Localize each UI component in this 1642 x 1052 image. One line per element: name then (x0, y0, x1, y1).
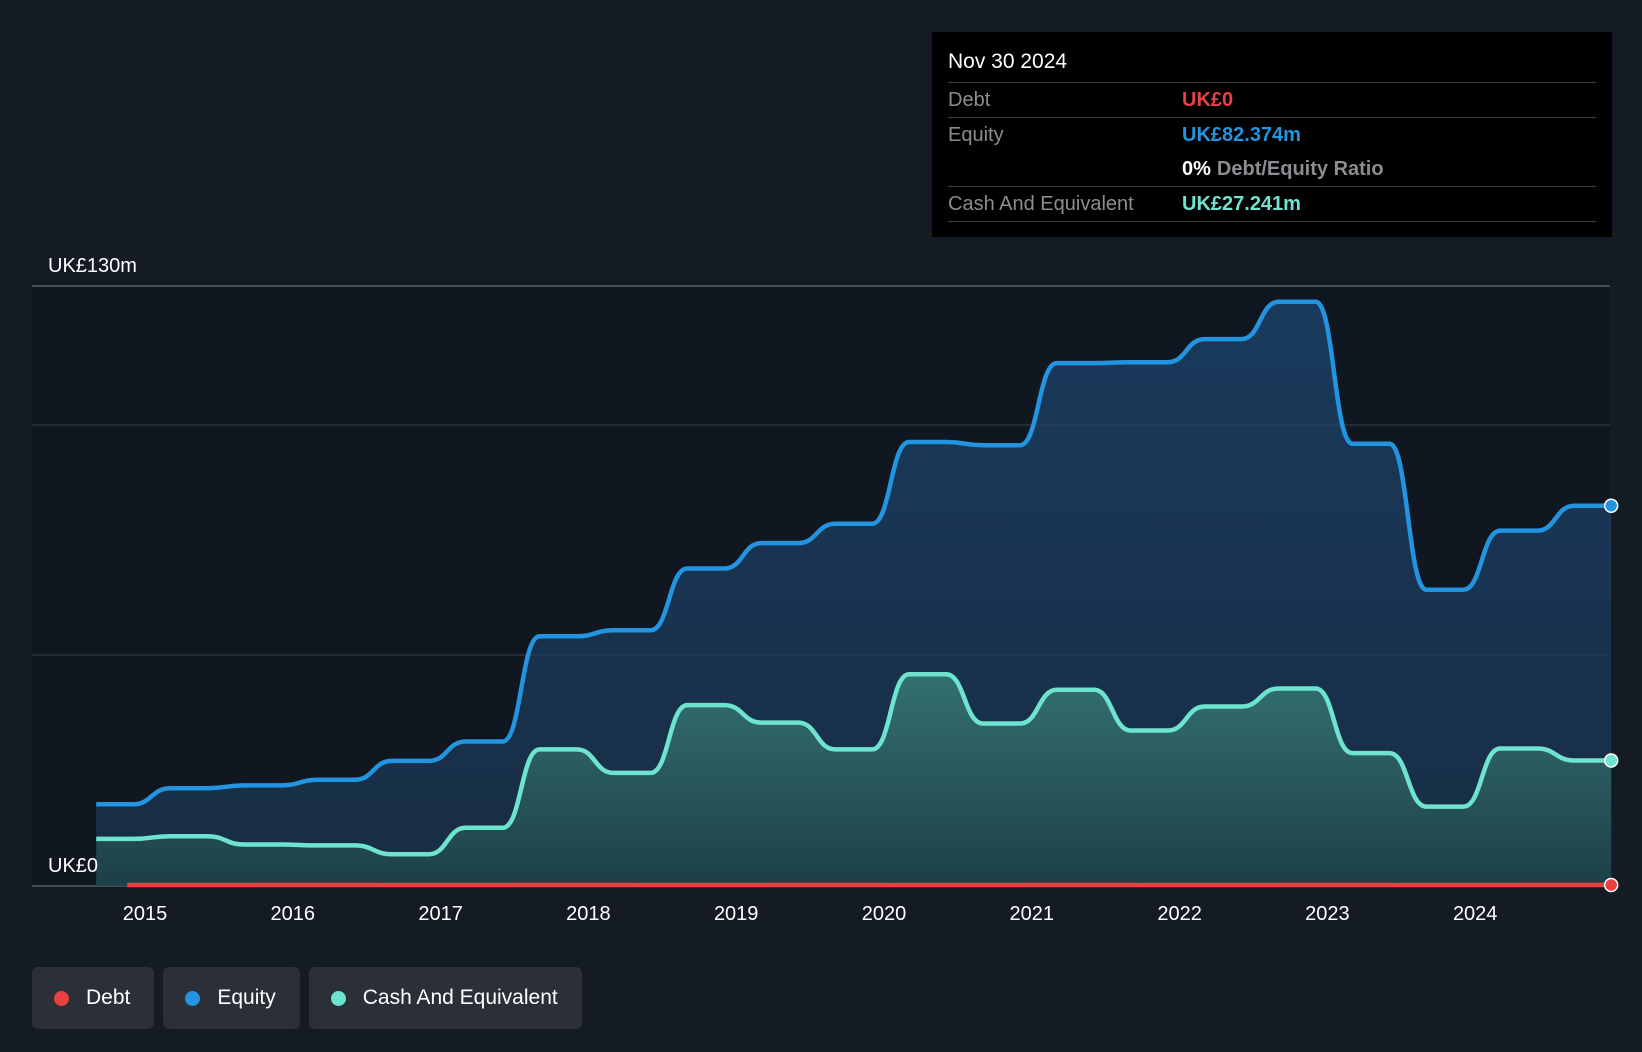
debt-endpoint (1603, 877, 1619, 893)
tooltip-cash-value: UK£27.241m (1182, 193, 1301, 215)
x-tick-label: 2021 (1010, 903, 1055, 925)
equity-line (96, 299, 1612, 807)
tooltip-cash-row: Cash And Equivalent UK£27.241m (948, 186, 1596, 222)
tooltip-ratio-label: Debt/Equity Ratio (1216, 158, 1384, 180)
x-tick-label: 2024 (1453, 903, 1498, 925)
cash-dot-icon (330, 990, 346, 1006)
x-tick-label: 2017 (418, 903, 463, 925)
x-tick-label: 2018 (566, 903, 611, 925)
tooltip: Nov 30 2024 Debt UK£0 Equity UK£82.374m … (932, 32, 1612, 237)
tooltip-equity-label: Equity (948, 124, 1004, 146)
legend-label-equity: Equity (217, 986, 276, 1009)
tooltip-debt-row: Debt UK£0 (948, 82, 1596, 117)
series-areas (96, 301, 1612, 886)
cash-area (96, 674, 1612, 886)
legend-label-cash: Cash And Equivalent (362, 986, 558, 1009)
legend-label-debt: Debt (86, 986, 131, 1009)
tooltip-ratio-value: 0% (1182, 158, 1211, 180)
series-endpoints (1603, 498, 1619, 893)
y-tick-label: UK£0 (48, 855, 98, 877)
tooltip-debt-value: UK£0 (1182, 89, 1234, 111)
legend-item-cash[interactable]: Cash And Equivalent (308, 967, 582, 1029)
tooltip-debt-label: Debt (948, 89, 991, 111)
legend-item-debt[interactable]: Debt (32, 967, 155, 1029)
tooltip-equity-row: Equity UK£82.374m (948, 117, 1596, 152)
legend-item-equity[interactable]: Equity (163, 967, 300, 1029)
x-tick-label: 2020 (862, 903, 907, 925)
x-tick-label: 2022 (1157, 903, 1202, 925)
debt-dot-icon (54, 990, 69, 1006)
legend: Debt Equity Cash And Equivalent (32, 967, 591, 1029)
x-axis-labels: 2015 2016 2017 2018 2019 2020 2021 2022 2023 2024 (123, 903, 1498, 925)
series-lines (96, 299, 1612, 888)
cash-line (96, 671, 1612, 857)
x-tick-label: 2015 (123, 903, 168, 925)
tooltip-ratio-row: 0% Debt/Equity Ratio (948, 152, 1596, 186)
equity-dot-icon (185, 990, 201, 1006)
y-tick-label: UK£130m (48, 255, 137, 277)
x-tick-label: 2016 (271, 903, 316, 925)
x-tick-label: 2023 (1305, 903, 1350, 925)
tooltip-equity-value: UK£82.374m (1182, 124, 1301, 146)
x-tick-label: 2019 (714, 903, 759, 925)
y-axis-labels: UK£0 UK£130m (48, 255, 137, 877)
cash-endpoint (1603, 753, 1619, 768)
tooltip-date: Nov 30 2024 (948, 50, 1068, 73)
tooltip-cash-label: Cash And Equivalent (948, 193, 1134, 215)
equity-endpoint (1603, 498, 1619, 513)
